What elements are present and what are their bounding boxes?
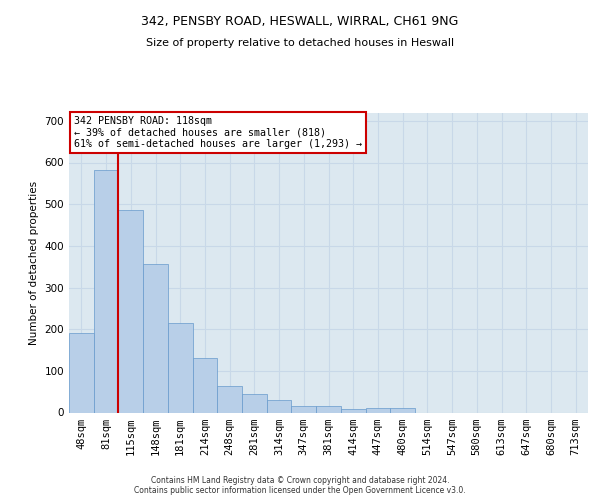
Bar [292,406,316,412]
Bar [193,358,217,412]
Text: 342, PENSBY ROAD, HESWALL, WIRRAL, CH61 9NG: 342, PENSBY ROAD, HESWALL, WIRRAL, CH61 … [142,15,458,28]
Bar [242,394,267,412]
Y-axis label: Number of detached properties: Number of detached properties [29,180,39,344]
Bar [217,386,242,412]
Text: Size of property relative to detached houses in Heswall: Size of property relative to detached ho… [146,38,454,48]
Bar [390,408,415,412]
Bar [143,264,168,412]
Text: 342 PENSBY ROAD: 118sqm
← 39% of detached houses are smaller (818)
61% of semi-d: 342 PENSBY ROAD: 118sqm ← 39% of detache… [74,116,362,148]
Bar [365,408,390,412]
Bar [94,170,118,412]
Bar [168,323,193,412]
Bar [267,400,292,412]
Bar [69,332,94,412]
Text: Contains HM Land Registry data © Crown copyright and database right 2024.
Contai: Contains HM Land Registry data © Crown c… [134,476,466,495]
Bar [316,406,341,412]
Bar [118,210,143,412]
Bar [341,409,365,412]
